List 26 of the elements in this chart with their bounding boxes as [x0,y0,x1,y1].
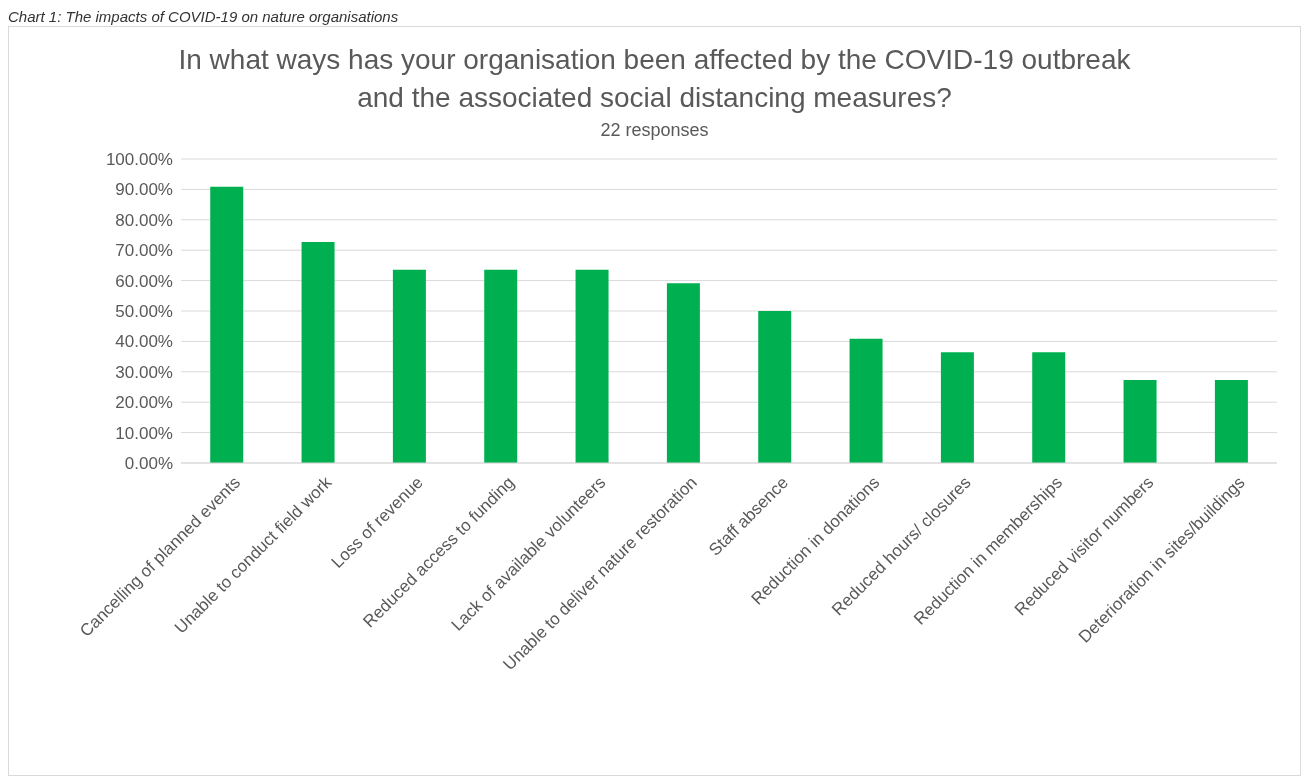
bar [484,269,518,463]
bar [758,311,792,463]
y-tick-label: 70.00% [115,241,173,261]
y-tick-label: 60.00% [115,271,173,291]
bar [392,269,426,463]
y-tick-label: 20.00% [115,393,173,413]
chart-subtitle: 22 responses [599,119,710,142]
y-tick-label: 80.00% [115,210,173,230]
bar [849,338,883,463]
bar [1214,380,1248,463]
bar [301,241,335,463]
y-tick-label: 90.00% [115,180,173,200]
y-tick-label: 0.00% [124,454,173,474]
bar [575,269,609,463]
y-tick-label: 100.00% [105,150,173,170]
y-tick-label: 10.00% [115,423,173,443]
caption: Chart 1: The impacts of COVID-19 on nature organisations [8,8,400,26]
bar [1032,352,1066,463]
y-tick-label: 30.00% [115,362,173,382]
bar [666,283,700,463]
bar [940,352,974,463]
bar [210,186,244,463]
chart-title: In what ways has your organisation been affected by the COVID-19 outbreak and the associated social distancing measures? [177,43,1132,115]
y-tick-label: 50.00% [115,302,173,322]
y-tick-label: 40.00% [115,332,173,352]
bar [1123,380,1157,463]
